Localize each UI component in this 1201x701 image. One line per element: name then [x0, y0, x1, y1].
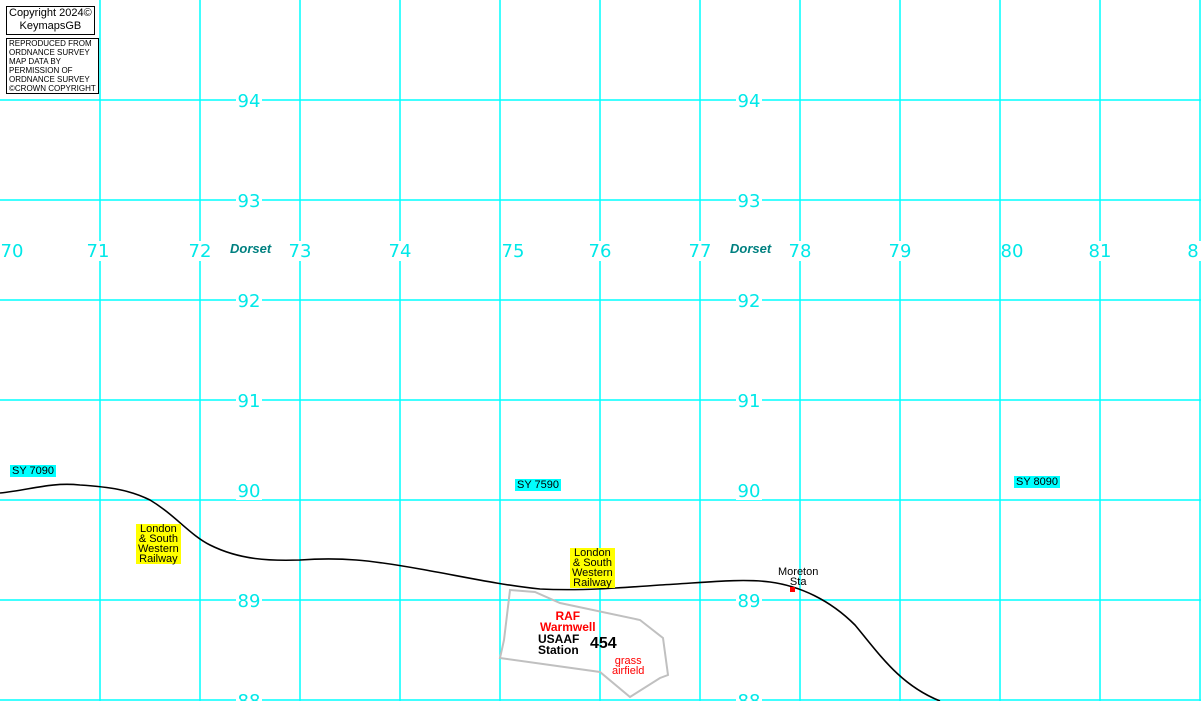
grid-labels: 70 71 72 73 74 75 76 77 78 79 80 81 8 94 93 92 91 90 89 88 9…	[1, 90, 1201, 701]
usaaf-line: USAAF	[538, 632, 580, 646]
grid-ref-sy8090: SY 8090	[1014, 476, 1061, 488]
northing-label: 93	[738, 191, 761, 212]
os-notice-line: ORDNANCE SURVEY	[9, 75, 90, 84]
airfield-name-line: Warmwell	[540, 620, 596, 634]
railway-label: London & South Western Railway	[570, 547, 615, 589]
label-background	[889, 241, 911, 261]
label-background	[736, 690, 762, 701]
northing-label: 88	[738, 691, 761, 701]
easting-label: 72	[189, 241, 212, 262]
northing-label: 90	[238, 481, 261, 502]
copyright-text: Copyright 2024©	[9, 7, 92, 19]
northing-label: 92	[238, 291, 261, 312]
label-background	[736, 480, 762, 500]
label-background	[589, 241, 611, 261]
usaaf-line: Station	[538, 643, 579, 657]
station-suffix: Sta	[789, 576, 807, 588]
northing-label: 92	[738, 291, 761, 312]
label-background	[736, 290, 762, 310]
northing-label: 89	[238, 591, 261, 612]
os-notice-box: REPRODUCED FROM ORDNANCE SURVEY MAP DATA…	[6, 38, 99, 94]
northing-label: 88	[238, 691, 261, 701]
airfield-surface: grass airfield	[612, 655, 645, 677]
copyright-box: Copyright 2024© KeymapsGB	[6, 6, 95, 35]
label-background	[1001, 241, 1023, 261]
airfield-name-line: RAF	[555, 609, 581, 623]
airfield-boundary	[498, 588, 670, 699]
railway-label-line: Western	[572, 567, 613, 579]
railway-label: London & South Western Railway	[136, 523, 181, 565]
label-background	[389, 241, 411, 261]
os-notice-line: ©CROWN COPYRIGHT	[9, 84, 96, 93]
northing-label: 93	[238, 191, 261, 212]
easting-label: 79	[889, 241, 912, 262]
easting-label: 75	[502, 241, 525, 262]
county-label: Dorset	[730, 241, 772, 256]
label-background	[236, 190, 262, 210]
os-notice-line: MAP DATA BY	[9, 57, 62, 66]
railway-label-line: & South	[138, 533, 178, 545]
label-background	[236, 480, 262, 500]
label-background	[689, 241, 711, 261]
easting-label: 76	[589, 241, 612, 262]
northing-label: 89	[738, 591, 761, 612]
easting-label: 80	[1001, 241, 1024, 262]
os-notice-line: ORDNANCE SURVEY	[9, 48, 90, 57]
label-background	[236, 590, 262, 610]
copyright-owner: KeymapsGB	[19, 20, 82, 32]
railway-label-line: Railway	[139, 553, 178, 565]
station-name: Moreton	[778, 566, 819, 578]
label-background	[236, 290, 262, 310]
label-background	[236, 390, 262, 410]
grid-ref-sy7090: SY 7090	[10, 465, 57, 477]
moreton-station-marker	[790, 587, 795, 592]
railway-line	[0, 483, 941, 701]
northing-label: 91	[738, 391, 761, 412]
easting-label: 78	[789, 241, 812, 262]
label-background	[189, 241, 211, 261]
station-number: 454	[590, 635, 617, 652]
northing-label: 91	[238, 391, 261, 412]
northing-label: 94	[238, 91, 261, 112]
label-background	[736, 190, 762, 210]
northing-label: 90	[738, 481, 761, 502]
easting-label: 77	[689, 241, 712, 262]
northing-label: 94	[738, 91, 761, 112]
label-background	[1182, 241, 1201, 261]
airfield-surface-line: airfield	[612, 665, 645, 677]
usaaf-label: USAAF Station	[538, 632, 580, 657]
railway-label-line: & South	[572, 557, 612, 569]
grid-ref-sy7590: SY 7590	[515, 479, 562, 491]
label-background	[736, 390, 762, 410]
easting-label: 81	[1089, 241, 1112, 262]
label-background	[736, 590, 762, 610]
label-background	[1, 241, 23, 261]
label-background	[736, 90, 762, 110]
easting-label: 70	[1, 241, 24, 262]
label-background	[502, 241, 524, 261]
label-background	[789, 241, 811, 261]
railway-label-line: Railway	[573, 577, 612, 589]
railway-label-line: Western	[138, 543, 179, 555]
label-background	[236, 90, 262, 110]
railway-label-line: London	[574, 547, 611, 559]
county-label: Dorset	[230, 241, 272, 256]
os-notice-line: PERMISSION OF	[9, 66, 73, 75]
easting-label: 8	[1187, 241, 1198, 262]
easting-label: 73	[289, 241, 312, 262]
easting-label: 71	[87, 241, 110, 262]
label-background	[289, 241, 311, 261]
os-notice-line: REPRODUCED FROM	[9, 39, 92, 48]
label-background	[87, 241, 109, 261]
label-background	[236, 690, 262, 701]
label-background	[1089, 241, 1111, 261]
airfield-name: RAF Warmwell	[540, 609, 596, 634]
railway-label-line: London	[140, 523, 177, 535]
easting-label: 74	[389, 241, 412, 262]
airfield-surface-line: grass	[614, 655, 642, 667]
station-label: Moreton Sta	[778, 566, 819, 588]
